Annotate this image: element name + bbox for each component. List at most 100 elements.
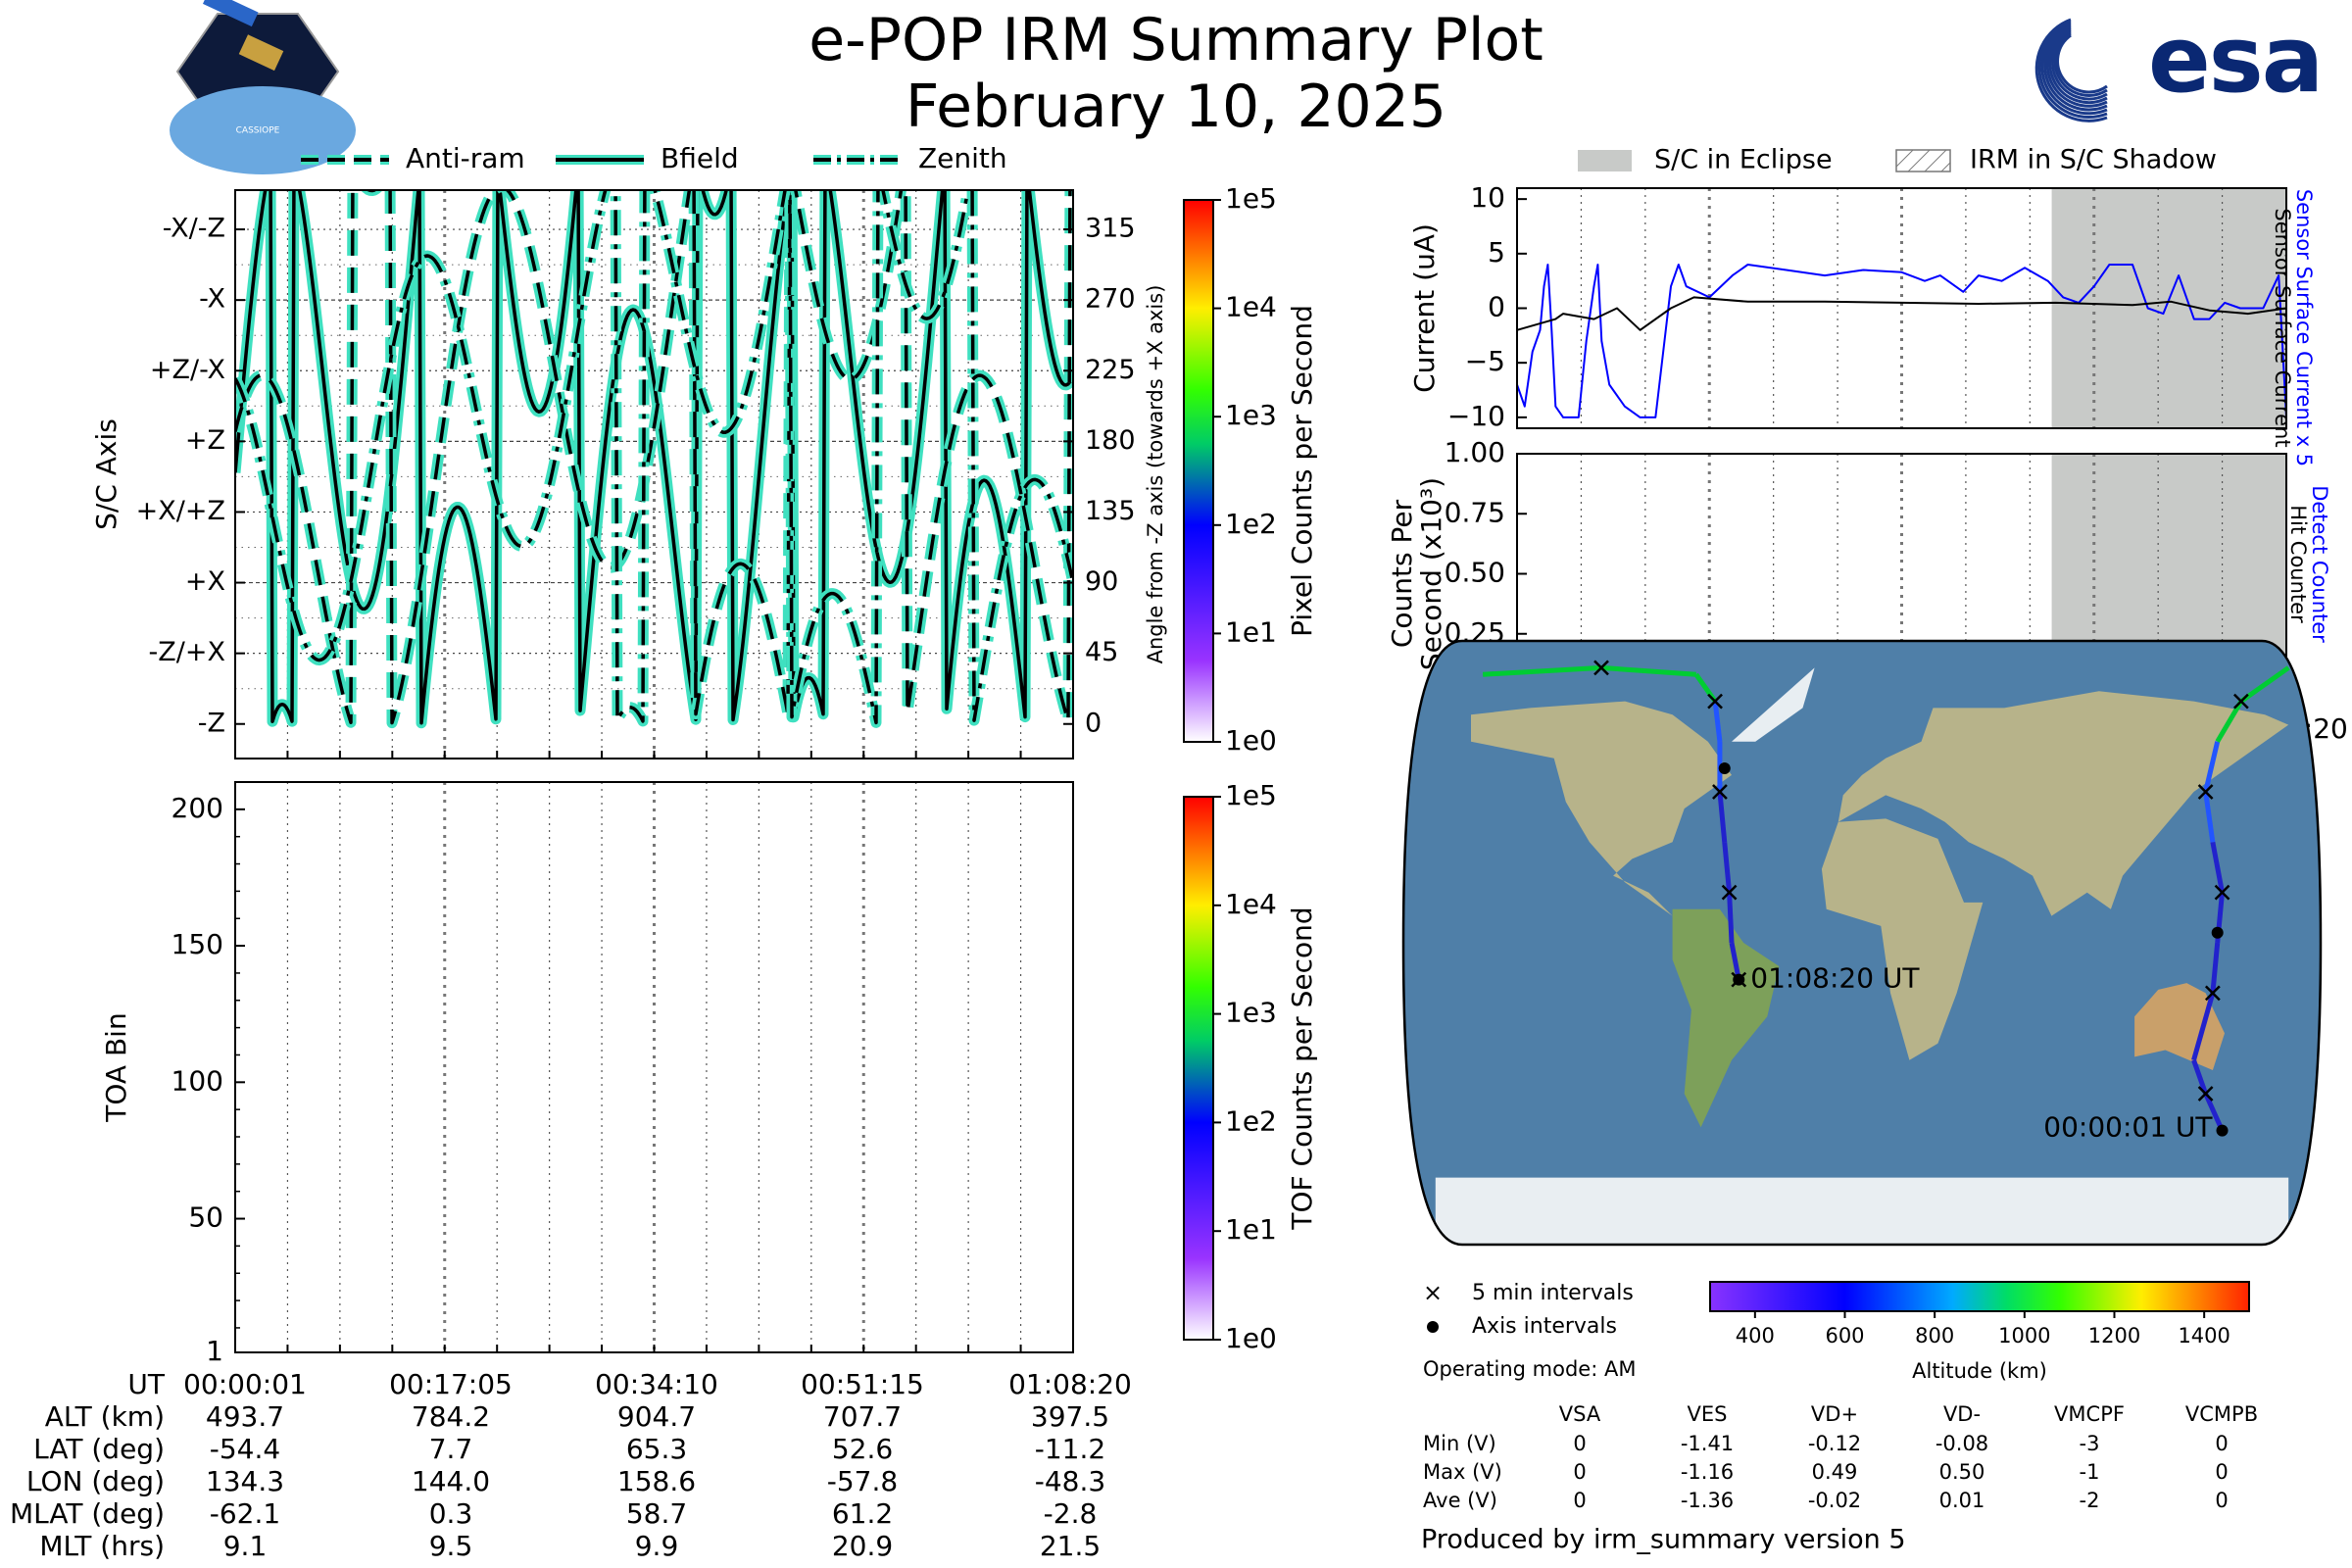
y-tick-label: −10 xyxy=(1447,400,1505,432)
row-label: UT xyxy=(127,1368,165,1400)
world-map: 01:08:20 UT 00:00:01 UT × 5 min intervals Ax… xyxy=(1401,639,2323,1383)
ephemeris-value: 58.7 xyxy=(626,1497,687,1530)
colorbar-tick-label: 1e0 xyxy=(1225,724,1277,757)
earth-limb-icon xyxy=(170,86,356,174)
bfield-curve xyxy=(235,190,1073,725)
y-tick-label: -X/-Z xyxy=(163,214,225,244)
legend-label: IRM in S/C Shadow xyxy=(1970,145,2217,175)
right-legend: S/C in Eclipse IRM in S/C Shadow xyxy=(1578,145,2217,175)
orbit-track-segment xyxy=(1600,664,1696,677)
y-tick-label: 200 xyxy=(172,792,223,824)
operating-mode: Operating mode: AM xyxy=(1423,1357,1636,1381)
ephemeris-value: 158.6 xyxy=(617,1465,696,1497)
ephemeris-value: 784.2 xyxy=(412,1400,490,1433)
colorbar-tick-label: 1e3 xyxy=(1225,997,1277,1029)
y-tick-label: -X xyxy=(199,284,225,315)
column-header: VD- xyxy=(1943,1402,1981,1426)
row-label: LON (deg) xyxy=(26,1465,165,1497)
esa-swirl-arc xyxy=(2053,31,2108,97)
y-axis-label-right: Angle from -Z axis (towards +X axis) xyxy=(1144,285,1167,664)
voltage-value: 0 xyxy=(2215,1432,2228,1455)
africa-shape xyxy=(1821,818,1984,1060)
interval-cross xyxy=(2232,693,2249,710)
ut-value: 00:34:10 xyxy=(595,1368,718,1400)
legend-label: S/C in Eclipse xyxy=(1654,145,1833,175)
colorbar-tick-label: 1e1 xyxy=(1225,1213,1277,1246)
y-axis-label: Second (x10³) xyxy=(1415,477,1447,670)
row-label: ALT (km) xyxy=(45,1400,165,1433)
y-tick-label: +X xyxy=(185,566,225,597)
y-tick-label: 0.50 xyxy=(1445,557,1505,589)
sensor-current-line xyxy=(1516,296,2287,331)
voltage-value: 0.50 xyxy=(1939,1460,1985,1484)
y-tick-label: -Z xyxy=(198,708,225,738)
ephemeris-value: 493.7 xyxy=(206,1400,284,1433)
voltage-value: -0.08 xyxy=(1936,1432,1988,1455)
north-america-shape xyxy=(1471,701,1732,916)
map-frame xyxy=(1401,639,2323,1247)
orbit-track-segment xyxy=(1717,791,1728,843)
ephemeris-value: 61.2 xyxy=(832,1497,893,1530)
ephemeris-value: 707.7 xyxy=(823,1400,902,1433)
colorbar-tick-label: 1e2 xyxy=(1225,1104,1277,1137)
y-tick-label: 1.00 xyxy=(1445,436,1505,468)
ephemeris-value: -48.3 xyxy=(1035,1465,1105,1497)
y-tick-label: 10 xyxy=(1470,181,1505,214)
y-tick-label-right: 315 xyxy=(1085,214,1136,244)
voltage-value: -0.02 xyxy=(1808,1489,1861,1512)
logo-caption: CASSIOPE xyxy=(236,126,280,136)
esa-swirl-arc xyxy=(2045,25,2108,108)
esa-swirl-arc xyxy=(2051,29,2108,101)
colorbar-tick-label: 1200 xyxy=(2088,1324,2140,1348)
y-tick-label: 0 xyxy=(1488,291,1505,323)
map-content xyxy=(1403,641,2321,1245)
row-label: LAT (deg) xyxy=(33,1433,165,1465)
y-axis-label: S/C Axis xyxy=(90,418,122,530)
solar-panel-icon xyxy=(202,0,259,27)
colorbar-tick-label: 1e5 xyxy=(1225,779,1277,811)
y-tick-label-right: 225 xyxy=(1085,355,1136,385)
cassiope-logo: CASSIOPE xyxy=(170,0,356,174)
ephemeris-value: 0.3 xyxy=(429,1497,473,1530)
satellite-icon xyxy=(238,34,284,72)
right-series-label: Detect Counter xyxy=(2308,485,2331,643)
colorbar-tick-label: 600 xyxy=(1825,1324,1864,1348)
anti-ram-curve xyxy=(235,190,1072,725)
esa-swirl-arc xyxy=(2043,24,2108,112)
axis-interval-dot xyxy=(1718,762,1731,775)
right-series-label: Sensor Surface Current xyxy=(2271,208,2294,447)
voltage-value: 0 xyxy=(2215,1460,2228,1484)
y-axis-label: Current (uA) xyxy=(1408,223,1441,393)
footer-text: Produced by irm_summary version 5 xyxy=(1421,1525,1906,1555)
right-series-label: Hit Counter xyxy=(2286,505,2310,623)
altitude-colorbar xyxy=(1709,1281,2250,1312)
sensor-current-x5-line xyxy=(1516,264,2287,418)
voltage-value: -1.41 xyxy=(1681,1432,1734,1455)
row-label: MLT (hrs) xyxy=(39,1530,165,1562)
colorbar-strip xyxy=(1183,199,1214,743)
ephemeris-value: 904.7 xyxy=(617,1400,696,1433)
voltage-value: 0.01 xyxy=(1939,1489,1985,1512)
ephemeris-value: -2.8 xyxy=(1044,1497,1098,1530)
legend-label: Bfield xyxy=(661,142,739,174)
voltage-value: -2 xyxy=(2080,1489,2100,1512)
ephemeris-value: 20.9 xyxy=(832,1530,893,1562)
voltage-value: -3 xyxy=(2080,1432,2100,1455)
voltage-value: -1.36 xyxy=(1681,1489,1734,1512)
colorbar-tick-label: 1e2 xyxy=(1225,508,1277,540)
ut-value: 00:17:05 xyxy=(389,1368,513,1400)
column-header: VSA xyxy=(1559,1402,1601,1426)
orbit-track-segment xyxy=(2191,992,2216,1061)
colorbar-tick-label: 1e4 xyxy=(1225,291,1277,323)
ephemeris-value: -62.1 xyxy=(210,1497,280,1530)
colorbar-tick-label: 1000 xyxy=(1998,1324,2050,1348)
orbit-track-segment xyxy=(2215,700,2244,743)
colorbar-tick-label: 1e5 xyxy=(1225,182,1277,215)
ut-value: 01:08:20 xyxy=(1008,1368,1132,1400)
ephemeris-value: -54.4 xyxy=(210,1433,280,1465)
y-tick-label-right: 90 xyxy=(1085,566,1118,597)
y-tick-label: 100 xyxy=(172,1064,223,1097)
orbit-track-segment xyxy=(2210,942,2221,994)
